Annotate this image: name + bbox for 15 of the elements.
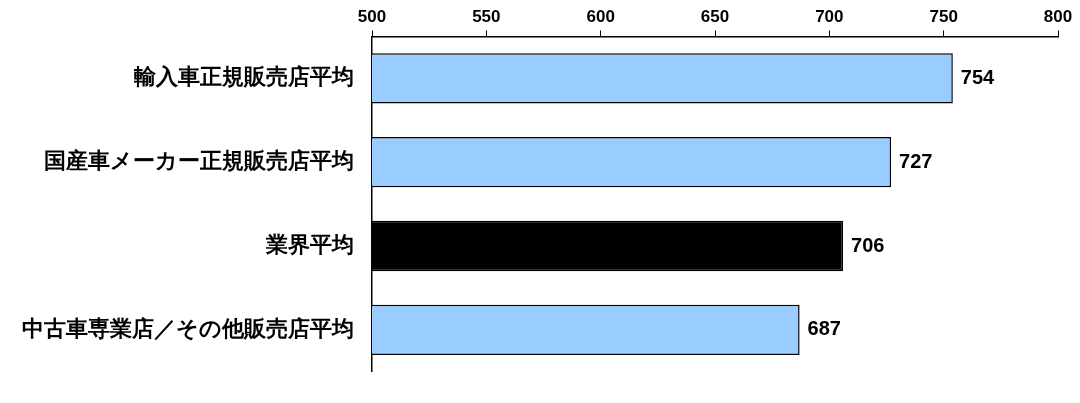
y-tick-label: 輸入車正規販売店平均 xyxy=(133,64,354,90)
data-label: 727 xyxy=(899,149,933,172)
y-tick-label: 中古車専業店／その他販売店平均 xyxy=(22,315,354,341)
x-tick-label: 800 xyxy=(1043,6,1073,26)
y-tick-label: 業界平均 xyxy=(265,232,354,258)
data-label: 687 xyxy=(807,317,841,340)
x-tick-label: 650 xyxy=(700,6,730,26)
x-tick-label: 750 xyxy=(929,6,958,26)
x-tick-label: 500 xyxy=(357,6,387,26)
x-tick-label: 550 xyxy=(472,6,501,26)
x-tick-label: 700 xyxy=(815,6,844,26)
data-label: 706 xyxy=(851,233,885,256)
x-tick-label: 600 xyxy=(586,6,615,26)
y-tick-label: 国産車メーカー正規販売店平均 xyxy=(44,148,354,174)
data-label: 754 xyxy=(960,65,996,88)
